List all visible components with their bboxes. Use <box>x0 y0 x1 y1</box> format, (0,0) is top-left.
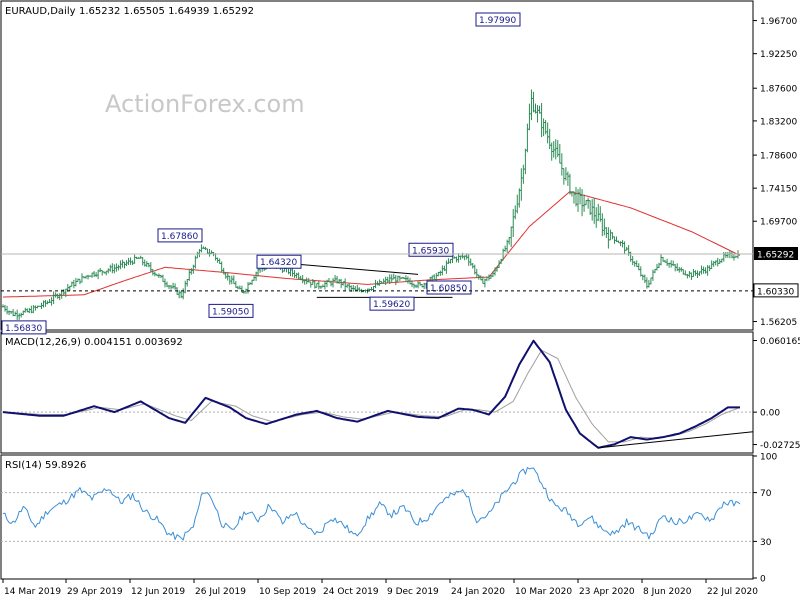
sma-line-layer <box>3 191 741 298</box>
annotation-label: 1.64320 <box>260 258 297 268</box>
annotation-label: 1.59050 <box>212 307 249 317</box>
rsi-axis: 100 70 30 0 <box>753 453 777 585</box>
time-tick-label: 10 Mar 2020 <box>515 587 572 597</box>
rsi-tick-label: 100 <box>760 453 777 463</box>
price-annotation: 1.97990 <box>475 12 521 27</box>
time-tick-label: 9 Dec 2019 <box>387 587 439 597</box>
macd-label: MACD(12,26,9) 0.004151 0.003692 <box>5 337 183 348</box>
price-annotation: 1.67860 <box>157 228 203 243</box>
price-tick-label: 1.96700 <box>760 17 797 27</box>
rsi-line <box>2 467 741 541</box>
annotation-label: 1.60850 <box>430 284 467 294</box>
annotation-box <box>408 242 454 257</box>
price-panel <box>0 0 754 331</box>
price-tick-label: 1.87600 <box>760 85 797 95</box>
annotation-box <box>1 320 47 335</box>
time-tick-label: 29 Apr 2019 <box>67 587 123 597</box>
time-tick-label: 26 Jul 2019 <box>195 587 246 597</box>
ohlc-label: 1.65232 1.65505 1.64939 1.65292 <box>79 6 254 17</box>
rsi-tick-label: 70 <box>760 489 772 499</box>
price-annotation: 1.64320 <box>256 254 302 269</box>
time-tick-label: 24 Jan 2020 <box>451 587 505 597</box>
rsi-tick-label: 30 <box>760 538 772 548</box>
annotation-box <box>256 254 302 269</box>
macd-tick-label: 0.060165 <box>760 337 800 347</box>
price-annotation: 1.59620 <box>369 296 415 311</box>
annotation-box <box>157 228 203 243</box>
sma-line <box>3 191 741 298</box>
time-axis: 14 Mar 2019 29 Apr 2019 12 Jun 2019 26 Jul … <box>2 579 758 597</box>
annotation-box <box>369 296 415 311</box>
macd-panel <box>0 331 754 454</box>
price-tick-label: 1.74150 <box>760 185 797 195</box>
annotation-box <box>208 303 254 318</box>
time-tick-label: 23 Apr 2020 <box>579 587 635 597</box>
current-price-label: 1.65292 <box>757 250 794 260</box>
annotation-box <box>426 280 472 295</box>
macd-line <box>2 339 740 449</box>
symbol-label: EURAUD,Daily <box>5 6 76 17</box>
rsi-line-layer <box>1 467 753 542</box>
price-tick-label: 1.78600 <box>760 152 797 162</box>
time-tick-label: 24 Oct 2019 <box>323 587 379 597</box>
annotation-label: 1.67860 <box>161 232 198 242</box>
support-price-box <box>753 283 799 298</box>
price-axis: 1.96700 1.92250 1.87600 1.83200 1.78600 1.741… <box>753 17 797 328</box>
rsi-panel <box>0 454 754 580</box>
chart-header: EURAUD,Daily 1.65232 1.65505 1.64939 1.6… <box>5 6 254 17</box>
price-annotation: 1.56830 <box>1 320 47 335</box>
time-tick-label: 14 Mar 2019 <box>4 587 61 597</box>
macd-lines-layer <box>1 339 754 449</box>
macd-axis: 0.060165 0.00 -0.02725 <box>753 337 800 451</box>
rsi-label: RSI(14) 59.8926 <box>5 460 86 471</box>
annotation-label: 1.56830 <box>5 324 42 334</box>
time-tick-label: 22 Jul 2020 <box>707 587 758 597</box>
price-markers: 1.65292 1.60330 <box>1 246 799 298</box>
price-annotation: 1.59050 <box>208 303 254 318</box>
price-tick-label: 1.69700 <box>760 218 797 228</box>
annotation-box <box>475 12 521 27</box>
price-annotation: 1.60850 <box>426 280 472 295</box>
time-tick-label: 12 Jun 2019 <box>131 587 185 597</box>
macd-tick-label: -0.02725 <box>760 441 800 451</box>
annotations-layer: 1.97990 1.67860 1.64320 1.65930 1.56830 1.590… <box>1 12 521 335</box>
annotation-label: 1.97990 <box>479 16 516 26</box>
price-tick-label: 1.92250 <box>760 50 797 60</box>
price-tick-label: 1.56205 <box>760 318 797 328</box>
annotation-label: 1.65930 <box>412 246 449 256</box>
price-tick-label: 1.83200 <box>760 117 797 127</box>
macd-trendline <box>598 431 754 449</box>
price-annotation: 1.65930 <box>408 242 454 257</box>
annotation-label: 1.59620 <box>373 300 410 310</box>
watermark: ActionForex.com <box>105 90 305 118</box>
time-tick-label: 8 Jun 2020 <box>643 587 692 597</box>
time-tick-label: 10 Sep 2019 <box>259 587 316 597</box>
macd-tick-label: 0.00 <box>760 409 780 419</box>
support-price-label: 1.60330 <box>757 287 794 297</box>
rsi-tick-label: 0 <box>760 575 766 585</box>
current-price-box <box>754 246 798 260</box>
